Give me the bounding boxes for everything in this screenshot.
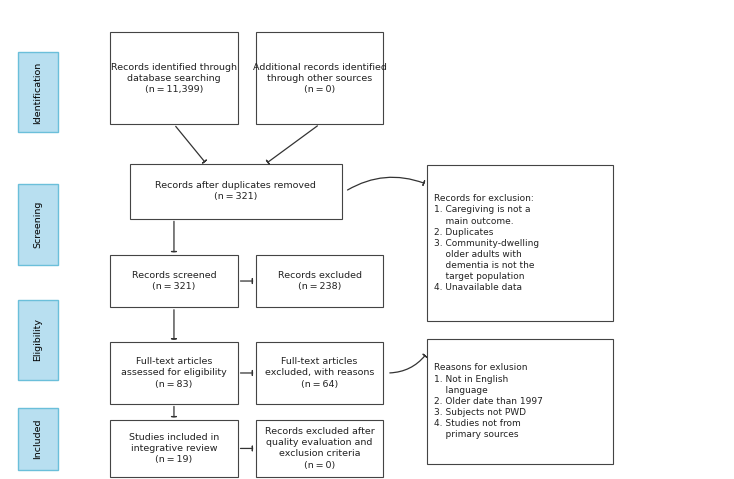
FancyBboxPatch shape [256, 420, 383, 477]
FancyBboxPatch shape [256, 342, 383, 404]
Text: Records excluded
(n = 238): Records excluded (n = 238) [277, 271, 362, 291]
Text: Records identified through
database searching
(n = 11,399): Records identified through database sear… [111, 63, 237, 94]
FancyBboxPatch shape [256, 32, 383, 124]
Text: Full-text articles
assessed for eligibility
(n = 83): Full-text articles assessed for eligibil… [121, 357, 227, 388]
Text: Reasons for exlusion
1. Not in English
    language
2. Older date than 1997
3. S: Reasons for exlusion 1. Not in English l… [435, 364, 543, 439]
Text: Screening: Screening [33, 201, 43, 248]
FancyBboxPatch shape [18, 184, 58, 264]
Text: Additional records identified
through other sources
(n = 0): Additional records identified through ot… [252, 63, 387, 94]
FancyBboxPatch shape [427, 165, 613, 321]
Text: Records excluded after
quality evaluation and
exclusion criteria
(n = 0): Records excluded after quality evaluatio… [265, 427, 374, 469]
Text: Full-text articles
excluded, with reasons
(n = 64): Full-text articles excluded, with reason… [265, 357, 374, 388]
FancyBboxPatch shape [18, 52, 58, 133]
FancyBboxPatch shape [256, 255, 383, 307]
FancyBboxPatch shape [110, 420, 238, 477]
FancyBboxPatch shape [427, 339, 613, 464]
Text: Records after duplicates removed
(n = 321): Records after duplicates removed (n = 32… [156, 182, 316, 202]
FancyBboxPatch shape [110, 32, 238, 124]
FancyBboxPatch shape [110, 255, 238, 307]
FancyBboxPatch shape [18, 300, 58, 380]
Text: Records screened
(n = 321): Records screened (n = 321) [131, 271, 217, 291]
Text: Records for exclusion:
1. Caregiving is not a
    main outcome.
2. Duplicates
3.: Records for exclusion: 1. Caregiving is … [435, 194, 539, 292]
Text: Eligibility: Eligibility [33, 319, 43, 362]
FancyBboxPatch shape [18, 409, 58, 470]
FancyBboxPatch shape [110, 342, 238, 404]
Text: Identification: Identification [33, 61, 43, 124]
Text: Included: Included [33, 419, 43, 459]
FancyBboxPatch shape [130, 164, 341, 218]
Text: Studies included in
integrative review
(n = 19): Studies included in integrative review (… [129, 433, 219, 464]
